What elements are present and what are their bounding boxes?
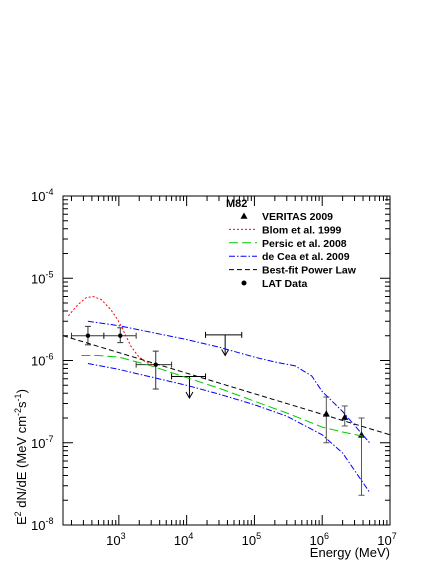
upper-limit-arrow-head bbox=[221, 349, 230, 357]
x-tick-label: 105 bbox=[242, 531, 261, 548]
y-tick-label: 10-7 bbox=[31, 434, 53, 451]
legend-label-de-cea-et-al-2009: de Cea et al. 2009 bbox=[262, 251, 350, 263]
series-layer bbox=[62, 295, 391, 496]
de-cea-et-al-2009-upper-curve bbox=[87, 320, 370, 444]
x-tick-label: 106 bbox=[309, 531, 328, 548]
y-tick-label: 10-5 bbox=[31, 269, 53, 286]
y-tick-label: 10-4 bbox=[31, 187, 53, 204]
best-fit-power-law-curve bbox=[62, 335, 391, 436]
veritas-2009-point bbox=[341, 413, 349, 420]
legend-label-blom-et-al-1999: Blom et al. 1999 bbox=[262, 224, 342, 236]
blom-et-al-1999-curve bbox=[68, 295, 155, 366]
lat-data-point bbox=[85, 333, 91, 338]
lat-data-point bbox=[153, 362, 158, 367]
legend-label-veritas-2009: VERITAS 2009 bbox=[262, 211, 333, 223]
lat-data-point bbox=[118, 333, 123, 338]
legend-marker-veritas-2009 bbox=[240, 212, 248, 219]
axis-ticks bbox=[63, 195, 391, 526]
y-tick-label: 10-6 bbox=[31, 352, 53, 369]
legend-label-lat-data: LAT Data bbox=[262, 278, 307, 290]
tick-labels: 103 104 105 106 107 10-8 10-7 10-6 10-5 10-4 bbox=[31, 187, 397, 548]
legend-header: M82 bbox=[226, 198, 247, 210]
y-tick-label: 10-8 bbox=[31, 516, 53, 533]
persic-et-al-2008-curve bbox=[81, 355, 364, 437]
legend-label-best-fit-power-law: Best-fit Power Law bbox=[262, 265, 357, 277]
upper-limit-arrow-head bbox=[185, 391, 194, 399]
x-tick-label: 103 bbox=[106, 531, 125, 548]
legend-marker-lat-data bbox=[241, 280, 247, 286]
y-axis-label: E2 dN/dE (MeV cm-2s-1) bbox=[13, 389, 29, 525]
x-tick-label: 107 bbox=[377, 531, 396, 548]
x-axis-label: Energy (MeV) bbox=[310, 545, 390, 560]
x-tick-label: 104 bbox=[174, 531, 193, 548]
legend-label-persic-et-al-2008: Persic et al. 2008 bbox=[262, 238, 347, 250]
de-cea-et-al-2009-lower-curve bbox=[87, 363, 371, 493]
